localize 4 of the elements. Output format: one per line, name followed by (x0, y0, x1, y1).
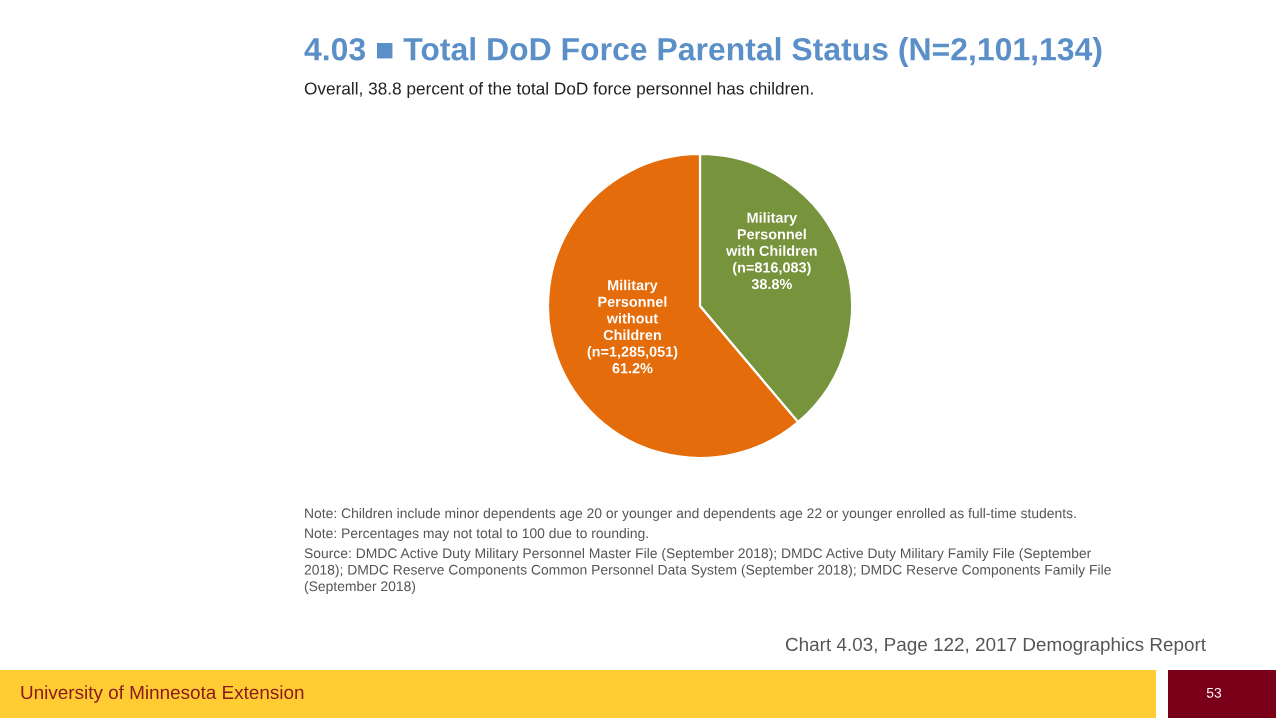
text: University of Minnesota Extension (21, 685, 304, 703)
chart-title: 4.03 ■ Total DoD Force Parental Status (N=2,101,134) (304, 37, 1102, 67)
chart-subtitle: Overall, 38.8 percent of the total DoD force personnel has children. (304, 81, 813, 99)
caption: Chart 4.03, Page 122, 2017 Demographics Report (785, 637, 1206, 655)
